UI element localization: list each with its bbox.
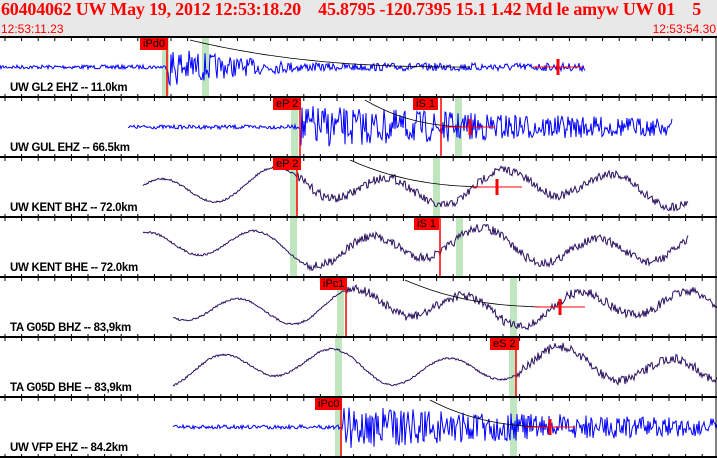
phase-pick-label[interactable]: eS 2 — [490, 338, 519, 350]
travel-time-curve — [189, 39, 470, 68]
travel-time-curve — [404, 279, 557, 308]
phase-pick-label[interactable]: iPc0 — [315, 398, 343, 410]
pick-window — [335, 338, 342, 397]
waveform-trace — [172, 407, 717, 448]
pick-window — [337, 278, 344, 337]
waveform-trace — [0, 50, 586, 87]
phase-pick-label[interactable]: iS 1 — [413, 98, 438, 110]
phase-pick-label[interactable]: iPd0 — [140, 38, 169, 50]
amplitude-marker — [556, 59, 560, 75]
amplitude-marker — [558, 299, 562, 315]
pick-window — [510, 278, 517, 337]
header-bar: 60404062 UW May 19, 2012 12:53:18.20 45.… — [0, 0, 717, 36]
station-label: UW GL2 EHZ -- 11.0km — [10, 82, 128, 94]
waveform-trace — [127, 106, 673, 147]
waveform-trace — [172, 342, 717, 387]
travel-time-curve — [429, 399, 558, 428]
station-label: UW GUL EHZ -- 66.5km — [10, 142, 130, 154]
pick-window — [456, 218, 463, 277]
phase-pick-label[interactable]: eP 2 — [273, 98, 302, 110]
event-title: 60404062 UW May 19, 2012 12:53:18.20 45.… — [1, 0, 702, 19]
phase-pick-label[interactable]: iS 1 — [414, 218, 439, 230]
station-label: UW VFP EHZ -- 84.2km — [10, 442, 128, 454]
station-label: UW KENT BHZ -- 72.0km — [10, 202, 138, 214]
waveform-trace — [142, 165, 689, 212]
pick-window — [290, 158, 297, 217]
station-label: TA G05D BHZ -- 83,9km — [10, 322, 131, 334]
pick-window — [290, 218, 297, 277]
amplitude-marker — [548, 419, 552, 435]
waveform-trace — [142, 224, 689, 272]
phase-pick-label[interactable]: iPc1 — [320, 278, 348, 290]
end-time: 12:53:54.30 — [652, 22, 716, 36]
waveform-trace — [172, 283, 717, 331]
travel-time-curve — [349, 159, 498, 188]
station-label: UW KENT BHE -- 72.0km — [10, 262, 138, 274]
station-label: TA G05D BHE -- 83,9km — [10, 382, 132, 394]
pick-window — [433, 158, 440, 217]
amplitude-marker — [468, 119, 472, 135]
start-time: 12:53:11.23 — [1, 22, 64, 36]
amplitude-marker — [495, 179, 499, 195]
pick-window — [509, 338, 516, 397]
phase-pick-label[interactable]: eP 2 — [273, 158, 302, 170]
